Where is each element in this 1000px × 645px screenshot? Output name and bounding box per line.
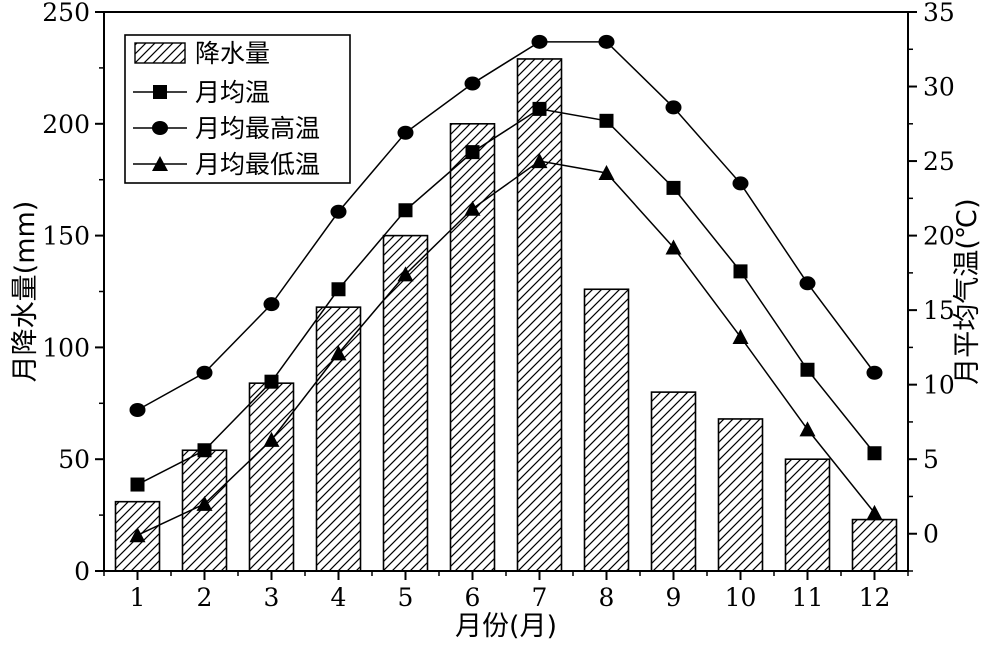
x-tick-label: 7 <box>532 583 548 612</box>
left-axis-title: 月降水量(mm) <box>10 201 41 383</box>
legend-label: 降水量 <box>195 39 270 68</box>
x-tick-label: 11 <box>792 583 824 612</box>
x-tick-label: 9 <box>666 583 682 612</box>
point-circle-8 <box>598 34 615 49</box>
bar-10 <box>717 418 764 572</box>
right-tick-label: 20 <box>923 222 955 251</box>
left-tick-label: 250 <box>42 0 90 27</box>
point-square-8 <box>599 113 614 128</box>
x-tick-label: 4 <box>331 583 347 612</box>
series-line-circle <box>137 41 876 411</box>
x-tick-label: 12 <box>859 583 891 612</box>
point-circle-10 <box>732 176 749 191</box>
point-square-9 <box>666 180 681 195</box>
point-triangle-8 <box>598 164 615 180</box>
legend-label: 月均温 <box>195 78 270 107</box>
point-circle-3 <box>263 297 280 312</box>
point-circle-9 <box>665 100 682 115</box>
bar-5 <box>382 234 429 572</box>
point-square-10 <box>733 264 748 279</box>
legend-marker-square <box>153 85 167 99</box>
legend-label: 月均最高温 <box>195 114 320 143</box>
point-triangle-12 <box>866 504 883 520</box>
point-circle-4 <box>330 204 347 219</box>
right-tick-label: 30 <box>923 73 955 102</box>
x-tick-label: 8 <box>599 583 615 612</box>
legend-swatch-bar <box>134 42 186 64</box>
bar-11 <box>784 458 831 572</box>
point-triangle-9 <box>665 239 682 255</box>
point-circle-6 <box>464 76 481 91</box>
point-triangle-10 <box>732 328 749 344</box>
point-triangle-6 <box>464 200 481 216</box>
left-tick-label: 200 <box>42 110 90 139</box>
right-tick-label: 10 <box>923 371 955 400</box>
series-line-triangle <box>137 160 876 536</box>
x-tick-label: 1 <box>130 583 146 612</box>
point-triangle-2 <box>196 495 213 511</box>
point-square-4 <box>331 282 346 297</box>
left-tick-label: 100 <box>42 333 90 362</box>
bar-12 <box>851 518 898 572</box>
legend-marker-circle <box>152 121 168 135</box>
point-triangle-3 <box>263 431 280 447</box>
point-circle-2 <box>196 365 213 380</box>
right-tick-label: 5 <box>923 445 939 474</box>
point-square-5 <box>398 203 413 218</box>
line-group <box>129 34 883 543</box>
x-tick-label: 5 <box>398 583 414 612</box>
series-line-square <box>137 108 876 486</box>
point-square-12 <box>867 446 882 461</box>
right-tick-label: 15 <box>923 296 955 325</box>
bar-4 <box>315 306 362 572</box>
bar-6 <box>449 123 496 572</box>
point-triangle-11 <box>799 421 816 437</box>
left-tick-label: 50 <box>58 445 90 474</box>
point-square-1 <box>130 477 145 492</box>
point-triangle-1 <box>129 527 146 543</box>
point-triangle-5 <box>397 266 414 282</box>
right-tick-label: 25 <box>923 147 955 176</box>
point-circle-12 <box>866 365 883 380</box>
x-tick-label: 10 <box>725 583 757 612</box>
left-tick-label: 0 <box>74 557 90 586</box>
right-axis-title: 月平均气温(℃) <box>952 198 983 384</box>
point-square-2 <box>197 443 212 458</box>
x-tick-label: 3 <box>264 583 280 612</box>
point-circle-11 <box>799 276 816 291</box>
point-circle-7 <box>531 34 548 49</box>
point-square-7 <box>532 101 547 116</box>
point-circle-5 <box>397 125 414 140</box>
point-triangle-7 <box>531 153 548 169</box>
point-square-6 <box>465 145 480 160</box>
bar-3 <box>248 382 295 572</box>
legend-marker-triangle <box>152 156 168 171</box>
x-axis-title: 月份(月) <box>455 611 557 642</box>
bar-7 <box>516 58 563 572</box>
point-square-3 <box>264 374 279 389</box>
bar-9 <box>650 391 697 572</box>
point-square-11 <box>800 362 815 377</box>
x-tick-label: 6 <box>465 583 481 612</box>
point-circle-1 <box>129 403 146 418</box>
right-tick-label: 0 <box>923 520 939 549</box>
legend-label: 月均最低温 <box>195 150 320 179</box>
left-tick-label: 150 <box>42 222 90 251</box>
bar-8 <box>583 288 630 572</box>
point-triangle-4 <box>330 345 347 361</box>
x-tick-label: 2 <box>197 583 213 612</box>
right-tick-label: 35 <box>923 0 955 27</box>
